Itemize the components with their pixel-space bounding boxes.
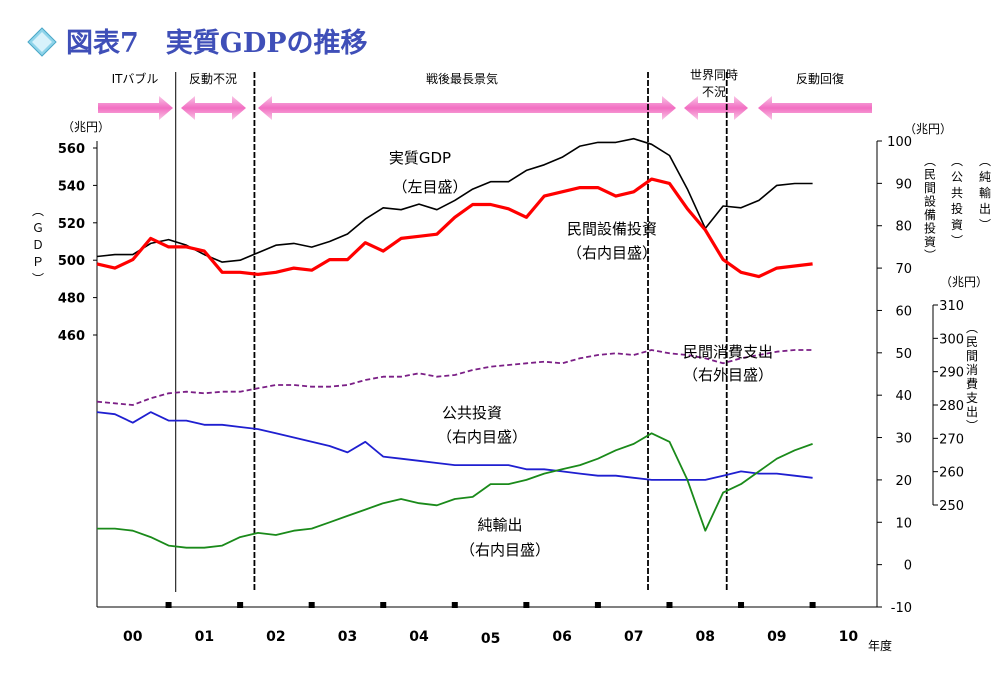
right-inner-axis-tick-label: 80 (895, 220, 912, 235)
series-lines (96, 137, 813, 549)
left-axis-title: ︵ＧＤＰ︶ (32, 204, 44, 286)
period-label-longest-boom: 戦後最長景気 (426, 71, 498, 86)
label-equipment: 民間設備投資 (567, 220, 657, 238)
label-netexport: 純輸出 (477, 516, 522, 534)
left-axis-tick-label: 540 (58, 179, 85, 194)
right-inner-axis-tick-label: -10 (891, 601, 912, 616)
right-inner-axis-tick-label: 70 (895, 262, 912, 277)
left-axis-tick-label: 520 (58, 217, 85, 232)
right-outer-axis-tick-label: 270 (939, 432, 964, 447)
diamond-icon (27, 27, 57, 57)
x-axis-tick-label: 03 (338, 629, 357, 645)
period-arrow (758, 96, 872, 120)
x-axis-tick-label: 07 (624, 629, 643, 645)
right-inner-axis-tick-label: 30 (895, 432, 912, 447)
right-axis-unit: （兆円） (904, 122, 952, 136)
left-axis-tick-label: 500 (58, 254, 85, 269)
x-axis-tick-label: 06 (552, 629, 571, 645)
right-inner-axis-tick-label: 60 (895, 304, 912, 319)
label-equipment-note: （右内目盛） (567, 244, 657, 262)
series-line-netexport (97, 432, 813, 549)
period-arrows (98, 96, 872, 120)
label-public: 公共投資 (442, 404, 502, 422)
right-axis-title-netexport: ︵純輸出︶ (979, 154, 991, 232)
right-inner-axis-tick-label: 10 (895, 516, 912, 531)
right-inner-axis-tick-label: 40 (895, 389, 912, 404)
period-label-rebound: 反動回復 (796, 71, 844, 86)
period-label-global-recession: 世界同時 (690, 68, 738, 82)
right-outer-axis-tick-label: 250 (939, 499, 964, 514)
right-outer-axis-tick-label: 300 (939, 332, 964, 347)
series-line-equipment (96, 177, 813, 279)
x-axis-tick-label: 09 (767, 629, 786, 645)
left-axis-tick-label: 560 (58, 142, 85, 157)
x-axis-tick-label: 01 (195, 629, 214, 645)
series-line-public (96, 411, 813, 481)
x-axis-year-marker (809, 602, 816, 608)
label-gdp: 実質GDP (389, 149, 451, 167)
period-arrow (258, 96, 676, 120)
right-outer-axis-tick-label: 280 (939, 399, 964, 414)
right-inner-axis-tick-label: 0 (904, 559, 912, 574)
label-gdp-note: （左目盛） (392, 178, 467, 196)
left-axis-tick-label: 460 (58, 329, 85, 344)
x-axis-year-marker (380, 602, 387, 608)
period-label-reaction-recession: 反動不況 (189, 71, 237, 86)
right-axis-title-equipment: ︵民間設備投資︶ (924, 154, 936, 263)
series-line-gdp (96, 137, 813, 263)
period-arrow (684, 96, 748, 120)
period-arrow (181, 96, 246, 120)
left-axis-unit: （兆円） (62, 120, 110, 134)
x-axis-tick-label: 10 (839, 629, 859, 645)
right-inner-axis-tick-label: 50 (895, 347, 912, 362)
x-axis-tick-label: 02 (266, 629, 285, 645)
right-inner-axis-tick-label: 100 (887, 135, 912, 150)
x-axis-year-marker (308, 602, 315, 608)
x-axis-year-marker (666, 602, 673, 608)
period-arrow (98, 96, 173, 120)
x-axis-tick-label: 00 (123, 629, 143, 645)
right-outer-axis-tick-label: 310 (939, 299, 964, 314)
left-axis-tick-label: 480 (58, 292, 85, 307)
label-consumption: 民間消費支出 (683, 343, 773, 361)
right-inner-axis-tick-label: 90 (895, 177, 912, 192)
axis-texts: （兆円） （兆円） （兆円） 年度 ︵ＧＤＰ︶ ︵民間設備投資︶ ︵公共投資︶ … (32, 120, 991, 653)
chart-title-group: 図表7 実質GDPの推移 (27, 27, 368, 59)
x-axis-tick-label: 05 (481, 631, 500, 647)
right-inner-axis-tick-label: 20 (895, 474, 912, 489)
x-axis-tick-label: 08 (696, 629, 715, 645)
right-outer-axis-tick-label: 290 (939, 366, 964, 381)
chart-title: 図表7 実質GDPの推移 (66, 27, 368, 59)
series-annotations: 実質GDP （左目盛） 民間設備投資 （右内目盛） 民間消費支出 （右外目盛） … (389, 149, 773, 559)
period-label-it-bubble: ITバブル (112, 71, 159, 86)
label-consumption-note: （右外目盛） (683, 366, 773, 384)
label-netexport-note: （右内目盛） (460, 541, 550, 559)
right-axis-title-public: ︵公共投資︶ (951, 154, 963, 248)
right-axis-title-consumption: ︵民間消費支出︶ (966, 321, 978, 433)
right-outer-axis-unit: （兆円） (940, 275, 988, 289)
x-axis-year-marker (523, 602, 530, 608)
x-axis-year-marker (237, 602, 244, 608)
x-axis-year-marker (594, 602, 601, 608)
x-axis-unit: 年度 (868, 638, 892, 653)
x-axis-year-marker (738, 602, 745, 608)
period-labels: ITバブル 反動不況 戦後最長景気 世界同時 不況 反動回復 (112, 68, 844, 99)
x-axis-year-marker (165, 602, 172, 608)
right-outer-axis-tick-label: 260 (939, 466, 964, 481)
period-label-global-recession-line2: 不況 (702, 84, 726, 99)
series-line-consumption (96, 349, 813, 406)
label-public-note: （右内目盛） (437, 428, 527, 446)
x-axis-year-marker (451, 602, 458, 608)
x-axis-tick-label: 04 (409, 629, 429, 645)
